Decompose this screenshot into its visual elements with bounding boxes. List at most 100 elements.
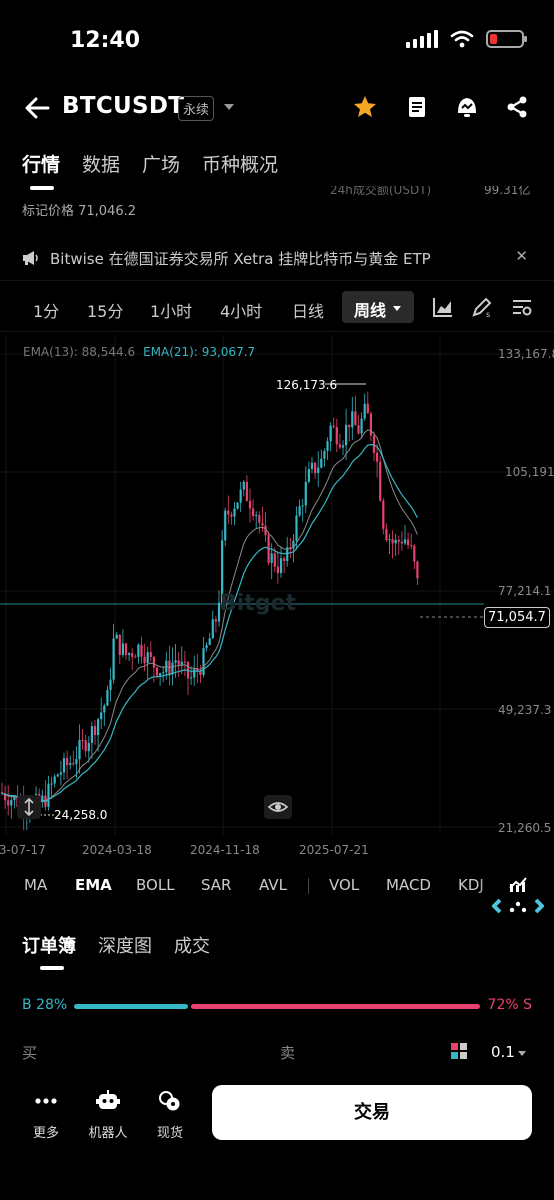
news-text[interactable]: Bitwise 在德国证券交易所 Xetra 挂牌比特币与黄金 ETP bbox=[50, 249, 431, 268]
candle-body bbox=[227, 510, 230, 515]
candle-body bbox=[90, 726, 93, 743]
price-tick: 21,260.5 bbox=[498, 821, 551, 835]
trade-button[interactable]: 交易 bbox=[212, 1085, 532, 1140]
candle-body bbox=[4, 793, 7, 801]
indicator-boll[interactable]: BOLL bbox=[136, 876, 175, 894]
indicator-vol[interactable]: VOL bbox=[329, 876, 360, 894]
candle-body bbox=[62, 758, 66, 773]
candle-body bbox=[41, 795, 44, 802]
candle-body bbox=[214, 619, 217, 622]
sell-column-header: 卖 bbox=[280, 1044, 296, 1062]
drawing-tool-icon[interactable]: s bbox=[471, 296, 493, 318]
interval-1m[interactable]: 1分 bbox=[33, 302, 60, 321]
candle-body bbox=[124, 643, 128, 655]
status-icons bbox=[406, 30, 527, 48]
news-ticker[interactable]: Bitwise 在德国证券交易所 Xetra 挂牌比特币与黄金 ETP ✕ bbox=[22, 247, 532, 269]
candle-body bbox=[314, 462, 317, 474]
candle-body bbox=[103, 705, 106, 713]
indicator-macd[interactable]: MACD bbox=[386, 876, 431, 894]
candle-body bbox=[400, 541, 403, 544]
tab-depth-chart[interactable]: 深度图 bbox=[98, 936, 152, 957]
indicator-sar[interactable]: SAR bbox=[201, 876, 232, 894]
ratio-bar bbox=[74, 1004, 480, 1009]
chart-settings-icon[interactable] bbox=[511, 296, 533, 318]
candle-body bbox=[109, 679, 112, 690]
candle-body bbox=[242, 481, 245, 490]
tab-orderbook[interactable]: 订单簿 bbox=[22, 936, 76, 957]
chevron-down-icon bbox=[518, 1051, 526, 1056]
candle-body bbox=[233, 508, 236, 517]
symbol-title[interactable]: BTCUSDT bbox=[62, 93, 185, 119]
alert-bell-icon[interactable] bbox=[453, 93, 481, 121]
candle-body bbox=[258, 515, 261, 523]
indicator-bar: MA EMA BOLL SAR AVL VOL MACD KDJ bbox=[0, 868, 554, 902]
candle-body bbox=[50, 783, 53, 785]
candlestick-chart[interactable]: 126,173.6 24,258.0 133,167.8 105,191.0 7… bbox=[0, 335, 554, 865]
candle-body bbox=[388, 539, 391, 541]
precision-select[interactable]: 0.1 bbox=[491, 1043, 515, 1061]
back-arrow-icon[interactable] bbox=[22, 93, 52, 123]
sell-ratio-label: 72% S bbox=[487, 997, 532, 1013]
ema21-legend: EMA(21): 93,067.7 bbox=[143, 345, 256, 359]
candle-body bbox=[335, 427, 338, 445]
high-label: 126,173.6 bbox=[276, 378, 337, 392]
sell-ratio-fill bbox=[190, 1004, 480, 1009]
candle-body bbox=[106, 689, 109, 706]
ema21-line bbox=[1, 443, 418, 802]
robot-icon bbox=[96, 1090, 120, 1109]
share-icon[interactable] bbox=[503, 93, 531, 121]
book-layout-icon[interactable] bbox=[450, 1042, 468, 1060]
close-icon[interactable]: ✕ bbox=[515, 247, 528, 265]
indicator-ma[interactable]: MA bbox=[24, 876, 48, 894]
tab-trades[interactable]: 成交 bbox=[174, 936, 210, 957]
favorite-star-icon[interactable] bbox=[351, 93, 379, 121]
candle-body bbox=[329, 425, 332, 442]
candle-body bbox=[245, 481, 248, 501]
interval-4h[interactable]: 4小时 bbox=[220, 302, 263, 321]
interval-weekly-label: 周线 bbox=[354, 301, 387, 320]
candle-body bbox=[0, 792, 4, 794]
candle-body bbox=[248, 500, 252, 509]
interval-weekly[interactable]: 周线 bbox=[342, 291, 414, 323]
robot-label: 机器人 bbox=[88, 1126, 128, 1141]
robot-button[interactable]: 机器人 bbox=[83, 1088, 133, 1141]
tab-coin-overview[interactable]: 币种概况 bbox=[202, 154, 279, 176]
chart-type-icon[interactable] bbox=[432, 296, 454, 318]
indicator-menu-icon[interactable] bbox=[490, 870, 546, 916]
indicator-avl[interactable]: AVL bbox=[259, 876, 287, 894]
candle-body bbox=[78, 740, 81, 760]
candle-body bbox=[53, 776, 56, 784]
tab-square[interactable]: 广场 bbox=[142, 154, 181, 176]
contract-type-badge: 永续 bbox=[178, 96, 215, 121]
candle-body bbox=[252, 508, 255, 516]
interval-1d[interactable]: 日线 bbox=[292, 302, 325, 321]
candle-body bbox=[332, 425, 335, 428]
candle-body bbox=[196, 668, 199, 672]
candle-body bbox=[87, 742, 90, 752]
candle-body bbox=[270, 553, 273, 563]
candle-body bbox=[397, 539, 400, 542]
notes-icon[interactable] bbox=[403, 93, 431, 121]
spot-button[interactable]: 现货 bbox=[145, 1088, 195, 1141]
indicator-fade bbox=[476, 868, 554, 902]
candle-body bbox=[149, 652, 152, 657]
expand-chart-button[interactable] bbox=[17, 795, 41, 819]
candle-body bbox=[326, 441, 329, 452]
indicator-ema[interactable]: EMA bbox=[75, 876, 112, 894]
interval-bar: 1分 15分 1小时 4小时 日线 周线 bbox=[0, 280, 554, 332]
tab-data[interactable]: 数据 bbox=[82, 154, 121, 176]
visibility-toggle-button[interactable] bbox=[264, 795, 292, 819]
candle-body bbox=[137, 644, 140, 657]
volume-label-clipped: 24h成交额(USDT) bbox=[330, 186, 432, 196]
candle-body bbox=[81, 740, 84, 742]
candle-body bbox=[152, 656, 155, 668]
price-chart[interactable]: 126,173.6 24,258.0 133,167.8 105,191.0 7… bbox=[0, 335, 554, 865]
interval-15m[interactable]: 15分 bbox=[87, 302, 124, 321]
interval-1h[interactable]: 1小时 bbox=[150, 302, 193, 321]
tab-market[interactable]: 行情 bbox=[22, 154, 61, 176]
symbol-dropdown-icon[interactable] bbox=[224, 104, 234, 110]
candle-body bbox=[224, 510, 227, 541]
candle-body bbox=[211, 619, 214, 639]
candle-body bbox=[376, 452, 379, 462]
more-button[interactable]: 更多 bbox=[21, 1088, 71, 1141]
